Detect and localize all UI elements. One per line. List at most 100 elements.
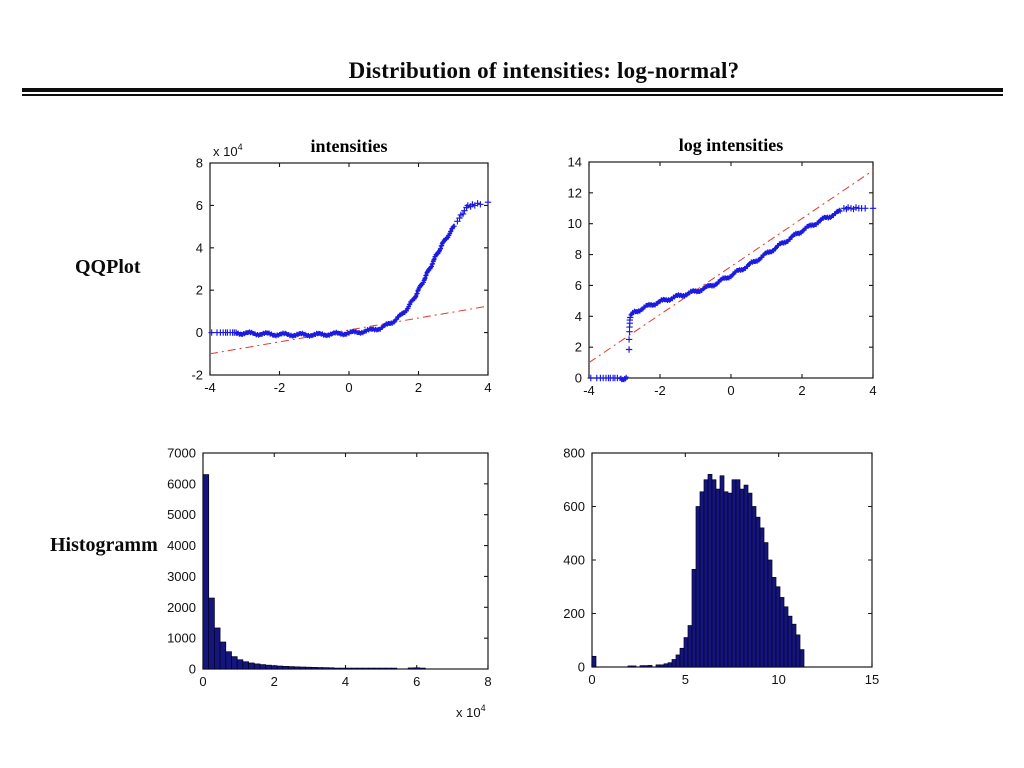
y-tick-label: 5000 — [167, 507, 196, 522]
histogram-bar — [208, 597, 215, 670]
y-tick-label: 14 — [568, 155, 582, 170]
y-tick-label: 0 — [578, 660, 585, 675]
histogram-bar — [316, 667, 324, 670]
histogram-bar — [727, 492, 733, 668]
histogram-bar — [248, 662, 255, 670]
plot-box — [202, 452, 489, 670]
qq-sparse-markers — [587, 204, 877, 382]
histogram-bar — [242, 661, 249, 670]
histogram-bar — [679, 647, 685, 668]
histogram-bar — [755, 516, 761, 668]
qq-dense-markers — [234, 223, 457, 339]
histogram-bar — [288, 666, 295, 670]
histogram-bar — [225, 651, 232, 670]
histogram-bar — [675, 654, 681, 668]
qq-sparse-markers — [208, 199, 492, 336]
x-tick-label: 4 — [484, 380, 491, 395]
divider-thin-line — [22, 94, 1003, 96]
y-tick-label: 400 — [563, 553, 585, 568]
plot-title: intensities — [310, 136, 387, 156]
histogram-bar — [775, 586, 781, 668]
histogram-bar — [771, 577, 777, 668]
histogram-bar — [202, 474, 210, 670]
histogram-bar — [687, 625, 693, 668]
histogram-bar — [659, 664, 665, 668]
histogram-bar — [276, 665, 284, 670]
histogram-bar — [379, 667, 386, 670]
histogram-bar — [671, 659, 677, 668]
x-axis-exponent-label: x 104 — [456, 703, 486, 720]
y-tick-label: 0 — [189, 662, 196, 677]
x-tick-label: 0 — [588, 672, 595, 687]
histogram-bar — [667, 662, 673, 668]
x-tick-label: 0 — [199, 674, 206, 689]
reference-line — [588, 170, 874, 363]
y-tick-label: 0 — [575, 371, 582, 386]
histogram-bar — [767, 559, 773, 668]
histogram-bar — [731, 479, 737, 668]
y-tick-label: -2 — [191, 368, 203, 383]
histogram-bar — [703, 479, 709, 668]
divider-thick-line — [22, 88, 1003, 92]
histogram-bar — [707, 474, 713, 668]
x-tick-label: 8 — [484, 674, 491, 689]
histogram-bar — [699, 491, 705, 668]
histogram-bar — [407, 667, 415, 670]
histogram-log-intensities-chart: 0 5 10 15 0 200 400 600 800 — [563, 446, 879, 688]
histogram-bar — [333, 667, 341, 670]
x-tick-label: -4 — [204, 380, 216, 395]
histogram-bar — [783, 606, 789, 668]
qqplot-log-intensities-chart: -4 -2 0 2 4 0 2 4 6 8 10 12 14 log intensities — [568, 135, 877, 398]
y-tick-label: 12 — [568, 185, 582, 200]
x-tick-label: 0 — [727, 383, 734, 398]
x-tick-label: 15 — [865, 672, 879, 687]
reference-line — [209, 305, 489, 355]
histogram-bar — [214, 627, 221, 670]
row-label-histogram: Histogramm — [50, 534, 158, 556]
x-tick-label: 4 — [869, 383, 876, 398]
histogram-bar — [743, 484, 749, 668]
histogram-bar — [759, 527, 765, 668]
histogram-bar — [711, 479, 717, 668]
tick-marks — [209, 162, 489, 376]
y-tick-label: 600 — [563, 499, 585, 514]
y-tick-label: 3000 — [167, 569, 196, 584]
histogram-bar — [328, 667, 335, 670]
histogram-bar — [345, 667, 352, 670]
histogram-bars — [591, 474, 805, 668]
histogram-bar — [715, 488, 721, 668]
x-tick-label: 5 — [682, 672, 689, 687]
histogram-bar — [735, 479, 741, 668]
histogram-bar — [763, 542, 769, 668]
y-tick-label: 0 — [196, 325, 203, 340]
y-tick-label: 4000 — [167, 538, 196, 553]
histogram-bar — [362, 667, 369, 670]
histogram-bar — [751, 506, 757, 668]
y-tick-label: 1000 — [167, 631, 196, 646]
plot-title: log intensities — [679, 135, 784, 155]
histogram-bar — [271, 665, 278, 670]
histogram-bar — [779, 597, 785, 668]
y-axis-exponent-label: x 104 — [213, 142, 243, 159]
histogram-bar — [695, 506, 701, 668]
histogram-bar — [647, 665, 653, 668]
y-tick-label: 6 — [575, 278, 582, 293]
histogram-bar — [265, 664, 272, 670]
x-tick-label: 0 — [345, 380, 352, 395]
histogram-bar — [299, 666, 306, 670]
histogram-bar — [413, 667, 420, 670]
histogram-bar — [356, 667, 363, 670]
histogram-bar — [691, 569, 697, 668]
histogram-bar — [719, 475, 725, 668]
histogram-bar — [236, 659, 244, 670]
histogram-bar — [219, 641, 227, 670]
histogram-bar — [385, 667, 392, 670]
y-tick-label: 8 — [196, 156, 203, 171]
y-tick-label: 2000 — [167, 600, 196, 615]
row-label-qqplot: QQPlot — [75, 256, 141, 278]
x-tick-label: -2 — [654, 383, 666, 398]
histogram-bar — [231, 656, 238, 670]
plot-box — [588, 161, 874, 379]
tick-marks — [588, 161, 874, 379]
